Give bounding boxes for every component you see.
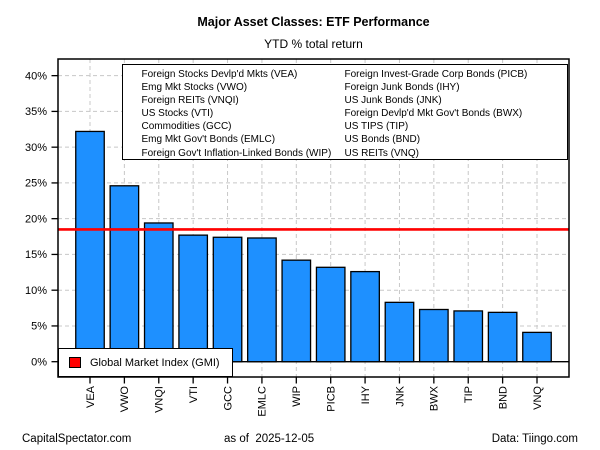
- x-tick-label: BND: [497, 386, 509, 409]
- bar-IHY: [350, 270, 380, 363]
- gmi-legend-label: Global Market Index (GMI): [90, 356, 220, 369]
- etf-legend-item: Foreign Invest-Grade Corp Bonds (PICB): [344, 69, 528, 80]
- y-tick-label: 5%: [31, 321, 47, 333]
- y-tick-label: 30%: [25, 142, 47, 154]
- bar-GCC: [212, 236, 243, 363]
- x-tick-label: VWO: [119, 386, 131, 413]
- bar-EMLC: [247, 237, 277, 363]
- x-tick-label: PICB: [325, 386, 337, 412]
- bar-WIP: [281, 259, 312, 363]
- x-tick-label: VEA: [85, 385, 97, 408]
- footer-as-of-date: as of 2025-12-05: [224, 433, 315, 445]
- bar-JNK: [384, 301, 415, 363]
- gmi-color-swatch: [69, 357, 81, 368]
- y-tick-label: 0%: [31, 356, 47, 368]
- x-tick-label: IHY: [360, 385, 372, 404]
- etf-legend-item: Foreign REITs (VNQI): [141, 95, 239, 107]
- etf-legend-item: Commodities (GCC): [141, 121, 232, 133]
- bar-VEA: [75, 130, 105, 363]
- x-tick-label: TIP: [463, 386, 475, 403]
- x-tick-label: GCC: [222, 386, 234, 411]
- bar-series: [75, 130, 552, 363]
- gmi-legend-box: Global Market Index (GMI): [58, 348, 233, 377]
- bar-VWO: [109, 185, 140, 363]
- x-tick-label: VNQ: [532, 386, 544, 410]
- y-axis: 0% 5% 10% 15% 20% 25% 30% 35% 40%: [25, 70, 58, 368]
- etf-legend-item: Foreign Devlp'd Mkt Gov't Bonds (BWX): [344, 108, 523, 120]
- x-tick-label: VNQI: [154, 386, 166, 413]
- etf-legend-item: US Junk Bonds (JNK): [344, 95, 442, 107]
- x-tick-label: VTI: [188, 386, 200, 403]
- etf-legend-item: Foreign Stocks Devlp'd Mkts (VEA): [141, 69, 298, 80]
- bar-BWX: [418, 308, 449, 363]
- etf-legend-item: US Stocks (VTI): [141, 108, 214, 120]
- etf-legend-item: US REITs (VNQ): [344, 147, 419, 159]
- x-tick-label: JNK: [394, 385, 406, 406]
- y-tick-label: 25%: [25, 178, 47, 190]
- y-tick-label: 40%: [25, 70, 47, 82]
- etf-legend-item: US TIPS (TIP): [344, 121, 409, 133]
- y-tick-label: 20%: [25, 213, 47, 225]
- bar-PICB: [315, 266, 346, 363]
- y-tick-label: 35%: [25, 106, 47, 118]
- footer-site-credit: CapitalSpectator.com: [22, 433, 132, 445]
- plot-frame: [57, 58, 570, 378]
- chart-subtitle: YTD % total return: [264, 37, 363, 51]
- y-tick-label: 10%: [25, 285, 47, 297]
- etf-legend-item: Emg Mkt Gov't Bonds (EMLC): [141, 134, 276, 146]
- bar-VTI: [178, 234, 209, 363]
- x-tick-label: WIP: [291, 386, 303, 407]
- etf-legend-item: US Bonds (BND): [344, 134, 421, 146]
- x-axis: VEA VWO VNQI VTI GCC EMLC WIP PICB IHY JNK BWX TIP B…: [85, 377, 544, 417]
- footer-data-source: Data: Tiingo.com: [491, 433, 578, 445]
- etf-legend-item: Emg Mkt Stocks (VWO): [141, 82, 248, 94]
- bar-VNQ: [522, 331, 552, 363]
- chart-title: Major Asset Classes: ETF Performance: [197, 15, 430, 29]
- etf-legend-box: Foreign Stocks Devlp'd Mkts (VEA) Emg Mkt…: [121, 64, 568, 160]
- etf-legend-item: Foreign Junk Bonds (IHY): [344, 82, 460, 94]
- x-tick-label: BWX: [429, 385, 441, 411]
- y-tick-label: 15%: [25, 249, 47, 261]
- x-tick-label: EMLC: [257, 386, 269, 417]
- bar-BND: [487, 311, 518, 363]
- etf-legend-left-column: Foreign Stocks Devlp'd Mkts (VEA) Emg Mkt…: [123, 68, 344, 159]
- etf-legend-item: Foreign Gov't Inflation-Linked Bonds (WI…: [141, 147, 332, 159]
- bar-TIP: [453, 310, 484, 363]
- etf-legend-right-column: Foreign Invest-Grade Corp Bonds (PICB) Fo…: [344, 68, 528, 159]
- bar-VNQI: [143, 222, 174, 363]
